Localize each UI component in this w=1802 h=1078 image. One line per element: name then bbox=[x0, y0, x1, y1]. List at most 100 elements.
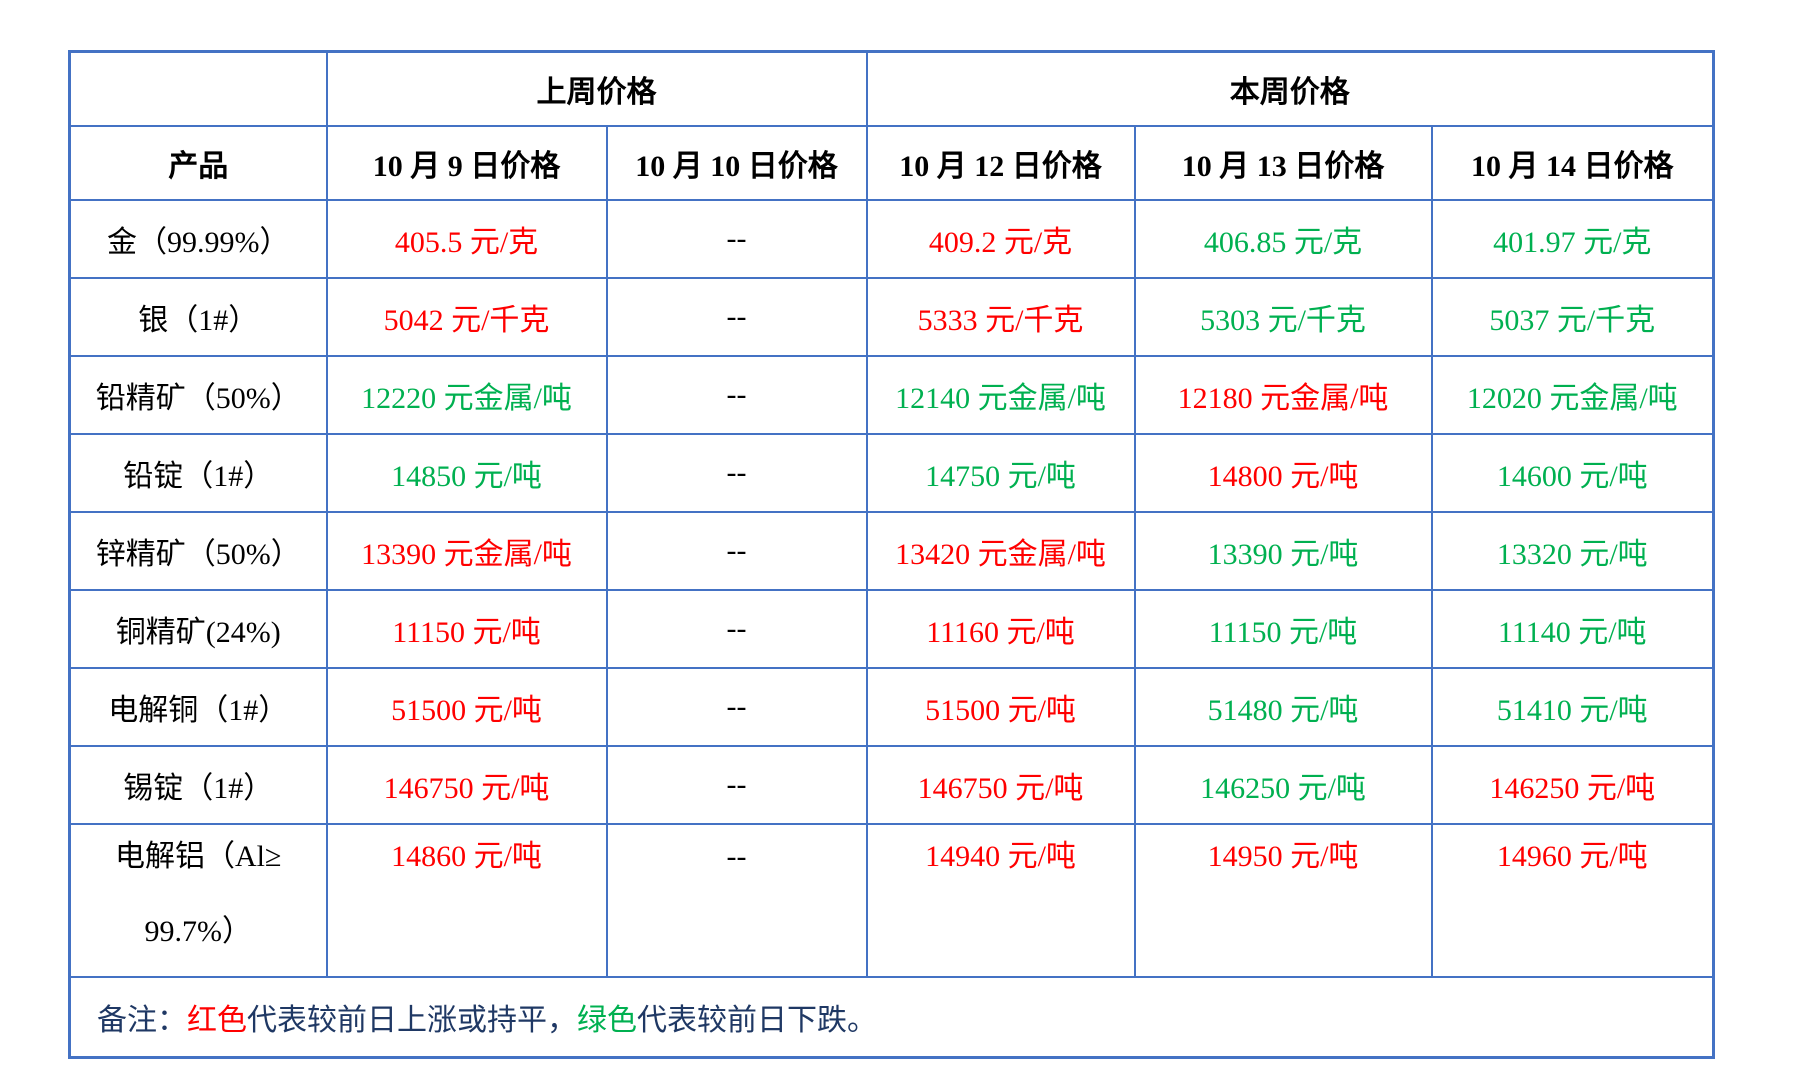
price-cell: 11150 元/吨 bbox=[325, 589, 608, 669]
price-value: 146250 元/吨 bbox=[1489, 772, 1656, 805]
row-electrolytic-copper: 电解铜（1#） 51500 元/吨 -- 51500 元/吨 51480 元/吨… bbox=[68, 667, 1715, 747]
price-cell: -- bbox=[605, 667, 868, 747]
note-green-word: 绿色 bbox=[577, 1004, 637, 1037]
header-this-week: 本周价格 bbox=[865, 50, 1715, 127]
price-value: -- bbox=[726, 612, 747, 645]
price-value: 5303 元/千克 bbox=[1200, 304, 1366, 337]
price-cell: 146250 元/吨 bbox=[1133, 745, 1433, 825]
price-value: 14940 元/吨 bbox=[925, 840, 1076, 873]
product-cell: 铅精矿（50%） bbox=[68, 355, 328, 435]
product-cell: 电解铝（Al≥ 99.7%） bbox=[68, 823, 328, 978]
price-cell: 13390 元/吨 bbox=[1133, 511, 1433, 591]
date-column-header-oct10: 10 月 10 日价格 bbox=[605, 125, 868, 201]
price-value: 11150 元/吨 bbox=[1208, 616, 1358, 649]
price-cell: 14960 元/吨 bbox=[1430, 823, 1715, 978]
price-cell: 146750 元/吨 bbox=[865, 745, 1136, 825]
price-cell: 13420 元金属/吨 bbox=[865, 511, 1136, 591]
price-value: 14860 元/吨 bbox=[391, 840, 542, 873]
column-header-row: 产品 10 月 9 日价格 10 月 10 日价格 10 月 12 日价格 10… bbox=[68, 125, 1715, 201]
price-cell: 12020 元金属/吨 bbox=[1430, 355, 1715, 435]
product-cell: 锌精矿（50%） bbox=[68, 511, 328, 591]
price-value: 12140 元金属/吨 bbox=[895, 382, 1106, 415]
price-value: 5037 元/千克 bbox=[1489, 304, 1656, 337]
price-value: -- bbox=[726, 690, 747, 723]
product-cell: 铜精矿(24%) bbox=[68, 589, 328, 669]
price-cell: 14800 元/吨 bbox=[1133, 433, 1433, 513]
price-value: 405.5 元/克 bbox=[394, 226, 539, 259]
price-value: 14960 元/吨 bbox=[1496, 840, 1648, 873]
product-label-line1: 电解铝（Al≥ bbox=[115, 840, 282, 873]
price-value: 11150 元/吨 bbox=[392, 616, 541, 649]
price-value: 409.2 元/克 bbox=[928, 226, 1073, 259]
price-value: 14800 元/吨 bbox=[1207, 460, 1359, 493]
row-silver: 银（1#） 5042 元/千克 -- 5333 元/千克 5303 元/千克 5… bbox=[68, 277, 1715, 357]
price-cell: 401.97 元/克 bbox=[1430, 199, 1715, 279]
header-group-row: 上周价格 本周价格 bbox=[68, 50, 1715, 127]
product-cell: 锡锭（1#） bbox=[68, 745, 328, 825]
price-table: 上周价格 本周价格 产品 10 月 9 日价格 10 月 10 日价格 10 月… bbox=[68, 50, 1716, 1059]
row-tin-ingot: 锡锭（1#） 146750 元/吨 -- 146750 元/吨 146250 元… bbox=[68, 745, 1715, 825]
price-value: 406.85 元/克 bbox=[1203, 226, 1363, 259]
price-value: 51410 元/吨 bbox=[1496, 694, 1648, 727]
price-value: 51500 元/吨 bbox=[925, 694, 1076, 727]
price-value: -- bbox=[726, 534, 747, 567]
header-last-week: 上周价格 bbox=[325, 50, 868, 127]
price-cell: 146250 元/吨 bbox=[1430, 745, 1715, 825]
note-row: 备注：红色代表较前日上涨或持平，绿色代表较前日下跌。 bbox=[68, 976, 1715, 1059]
price-cell: 51500 元/吨 bbox=[865, 667, 1136, 747]
price-value: 146750 元/吨 bbox=[383, 772, 550, 805]
price-cell: 5037 元/千克 bbox=[1430, 277, 1715, 357]
product-column-header: 产品 bbox=[68, 125, 328, 201]
note-red-word: 红色 bbox=[187, 1004, 247, 1037]
price-cell: 14860 元/吨 bbox=[325, 823, 608, 978]
price-cell: -- bbox=[605, 511, 868, 591]
price-cell: 51500 元/吨 bbox=[325, 667, 608, 747]
price-cell: -- bbox=[605, 199, 868, 279]
price-value: -- bbox=[726, 456, 747, 489]
price-value: 13320 元/吨 bbox=[1496, 538, 1648, 571]
date-column-header-oct12: 10 月 12 日价格 bbox=[865, 125, 1136, 201]
row-zinc-concentrate: 锌精矿（50%） 13390 元金属/吨 -- 13420 元金属/吨 1339… bbox=[68, 511, 1715, 591]
price-value: 51480 元/吨 bbox=[1207, 694, 1359, 727]
date-column-header-oct9: 10 月 9 日价格 bbox=[325, 125, 608, 201]
price-value: 14600 元/吨 bbox=[1496, 460, 1648, 493]
price-value: 14750 元/吨 bbox=[925, 460, 1076, 493]
price-cell: 5333 元/千克 bbox=[865, 277, 1136, 357]
price-cell: 51480 元/吨 bbox=[1133, 667, 1433, 747]
price-cell: 5042 元/千克 bbox=[325, 277, 608, 357]
price-cell: 11140 元/吨 bbox=[1430, 589, 1715, 669]
product-cell: 铅锭（1#） bbox=[68, 433, 328, 513]
price-cell: 11150 元/吨 bbox=[1133, 589, 1433, 669]
price-cell: 51410 元/吨 bbox=[1430, 667, 1715, 747]
price-cell: 11160 元/吨 bbox=[865, 589, 1136, 669]
price-cell: 14600 元/吨 bbox=[1430, 433, 1715, 513]
note-label: 备注： bbox=[97, 1004, 187, 1037]
price-cell: 405.5 元/克 bbox=[325, 199, 608, 279]
price-cell: 13390 元金属/吨 bbox=[325, 511, 608, 591]
row-copper-concentrate: 铜精矿(24%) 11150 元/吨 -- 11160 元/吨 11150 元/… bbox=[68, 589, 1715, 669]
price-value: 146250 元/吨 bbox=[1200, 772, 1366, 805]
price-cell: 12220 元金属/吨 bbox=[325, 355, 608, 435]
price-value: 146750 元/吨 bbox=[917, 772, 1084, 805]
row-lead-concentrate: 铅精矿（50%） 12220 元金属/吨 -- 12140 元金属/吨 1218… bbox=[68, 355, 1715, 435]
price-value: 401.97 元/克 bbox=[1493, 226, 1652, 259]
note-cell: 备注：红色代表较前日上涨或持平，绿色代表较前日下跌。 bbox=[68, 976, 1715, 1059]
price-value: 14950 元/吨 bbox=[1207, 840, 1359, 873]
price-value: 14850 元/吨 bbox=[391, 460, 542, 493]
price-value: 11160 元/吨 bbox=[926, 616, 1075, 649]
note-green-meaning: 代表较前日下跌。 bbox=[637, 1004, 877, 1037]
price-cell: 14850 元/吨 bbox=[325, 433, 608, 513]
price-value: -- bbox=[726, 768, 747, 801]
price-value: -- bbox=[726, 378, 747, 411]
price-value: -- bbox=[726, 300, 747, 333]
price-cell: 12180 元金属/吨 bbox=[1133, 355, 1433, 435]
price-cell: 14940 元/吨 bbox=[865, 823, 1136, 978]
price-cell: -- bbox=[605, 433, 868, 513]
product-label-line2: 99.7%） bbox=[144, 915, 253, 948]
price-cell: -- bbox=[605, 589, 868, 669]
price-cell: 12140 元金属/吨 bbox=[865, 355, 1136, 435]
row-lead-ingot: 铅锭（1#） 14850 元/吨 -- 14750 元/吨 14800 元/吨 … bbox=[68, 433, 1715, 513]
price-cell: 14750 元/吨 bbox=[865, 433, 1136, 513]
date-column-header-oct14: 10 月 14 日价格 bbox=[1430, 125, 1715, 201]
price-cell: 13320 元/吨 bbox=[1430, 511, 1715, 591]
